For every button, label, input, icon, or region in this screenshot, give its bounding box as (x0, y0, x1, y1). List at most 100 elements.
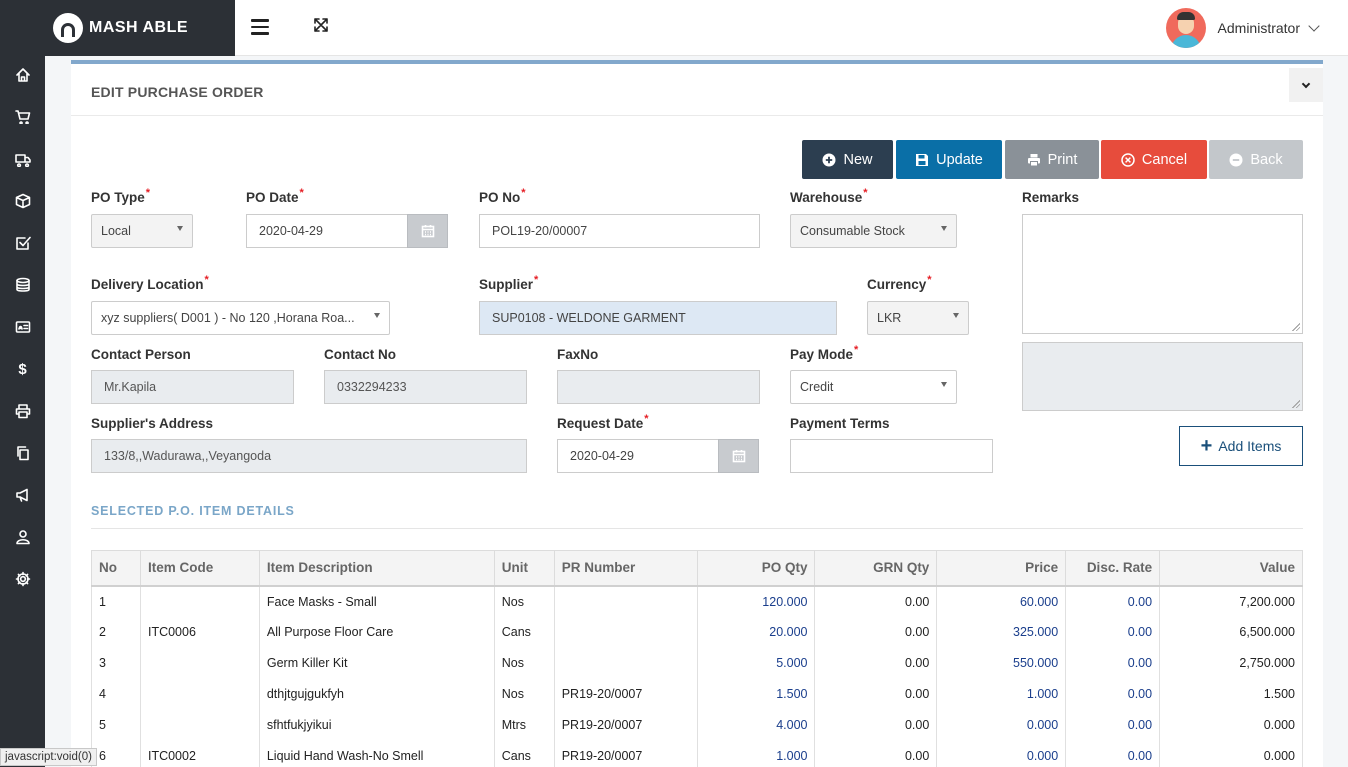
col-item-description[interactable]: Item Description (258, 550, 495, 587)
po-date-calendar-icon[interactable] (407, 214, 448, 248)
col-po-qty[interactable]: PO Qty (696, 550, 816, 587)
menu-toggle-icon[interactable] (251, 19, 269, 39)
cell-price[interactable]: 0.000 (936, 740, 1067, 767)
cell-po-qty[interactable]: 1.500 (696, 678, 816, 710)
sidebar-checkbox-icon[interactable] (0, 228, 45, 258)
supplier-address-input[interactable]: 133/8,,Wadurawa,,Veyangoda (91, 439, 527, 473)
cell-no: 6 (91, 740, 141, 767)
cell-value: 1.500 (1159, 678, 1303, 710)
supplier-input[interactable]: SUP0108 - WELDONE GARMENT (479, 301, 837, 335)
sidebar-copy-icon[interactable] (0, 438, 45, 468)
cell-unit: Cans (493, 616, 555, 648)
sidebar-truck-icon[interactable] (0, 144, 45, 174)
cell-price[interactable]: 60.000 (936, 585, 1067, 617)
print-button[interactable]: Print (1005, 140, 1099, 179)
cell-po-qty[interactable]: 20.000 (696, 616, 816, 648)
contact-person-input[interactable]: Mr.Kapila (91, 370, 294, 404)
fax-no-label: FaxNo (557, 347, 599, 362)
cell-disc-rate[interactable]: 0.00 (1065, 647, 1161, 679)
request-date-label: Request Date* (557, 413, 649, 431)
fullscreen-icon[interactable] (313, 17, 329, 33)
cancel-button[interactable]: Cancel (1101, 140, 1207, 179)
table-row[interactable]: 3 Germ Killer Kit Nos 5.000 0.00 550.000… (91, 647, 1303, 679)
cell-pr-number (553, 585, 698, 617)
edit-purchase-order-card: EDIT PURCHASE ORDER New Update Print Can… (71, 60, 1323, 767)
col-item-code[interactable]: Item Code (139, 550, 260, 587)
cell-disc-rate[interactable]: 0.00 (1065, 678, 1161, 710)
sidebar-megaphone-icon[interactable] (0, 480, 45, 510)
chevron-down-icon (1308, 20, 1320, 32)
fax-no-input[interactable] (557, 370, 760, 404)
remarks-textarea[interactable] (1022, 214, 1303, 334)
request-date-input[interactable]: 2020-04-29 (557, 439, 719, 473)
cell-pr-number (553, 647, 698, 679)
card-collapse-chevron-icon[interactable] (1289, 68, 1323, 102)
cell-po-qty[interactable]: 120.000 (696, 585, 816, 617)
page-title: EDIT PURCHASE ORDER (91, 84, 264, 100)
cell-disc-rate[interactable]: 0.00 (1065, 740, 1161, 767)
table-row[interactable]: 2 ITC0006 All Purpose Floor Care Cans 20… (91, 616, 1303, 648)
add-items-button[interactable]: + Add Items (1179, 426, 1303, 466)
cell-item-description: dthjtgujgukfyh (258, 678, 495, 710)
col-unit[interactable]: Unit (493, 550, 555, 587)
po-no-input[interactable]: POL19-20/00007 (479, 214, 760, 248)
col-value[interactable]: Value (1159, 550, 1303, 587)
brand[interactable]: MASH ABLE (0, 0, 235, 56)
delivery-location-label: Delivery Location* (91, 274, 209, 292)
cell-pr-number: PR19-20/0007 (553, 740, 698, 767)
cell-price[interactable]: 325.000 (936, 616, 1067, 648)
request-date-calendar-icon[interactable] (718, 439, 759, 473)
col-pr-number[interactable]: PR Number (553, 550, 698, 587)
sidebar-id-card-icon[interactable] (0, 312, 45, 342)
delivery-location-select[interactable]: xyz suppliers( D001 ) - No 120 ,Horana R… (91, 301, 390, 335)
cell-grn-qty: 0.00 (814, 585, 938, 617)
sidebar-cart-icon[interactable] (0, 101, 45, 131)
currency-select[interactable]: LKR (867, 301, 969, 335)
sidebar-database-icon[interactable] (0, 270, 45, 300)
cell-value: 0.000 (1159, 709, 1303, 741)
sidebar-gear-icon[interactable] (0, 564, 45, 594)
table-row[interactable]: 4 dthjtgujgukfyh Nos PR19-20/0007 1.500 … (91, 678, 1303, 710)
cell-value: 6,500.000 (1159, 616, 1303, 648)
close-circle-icon (1121, 152, 1135, 167)
cell-no: 5 (91, 709, 141, 741)
cell-grn-qty: 0.00 (814, 647, 938, 679)
col-price[interactable]: Price (936, 550, 1067, 587)
sidebar-printer-icon[interactable] (0, 396, 45, 426)
cell-price[interactable]: 550.000 (936, 647, 1067, 679)
section-title: SELECTED P.O. ITEM DETAILS (91, 504, 295, 518)
cell-po-qty[interactable]: 5.000 (696, 647, 816, 679)
cell-disc-rate[interactable]: 0.00 (1065, 585, 1161, 617)
col-grn-qty[interactable]: GRN Qty (814, 550, 938, 587)
pay-mode-select[interactable]: Credit (790, 370, 957, 404)
update-button[interactable]: Update (896, 140, 1002, 179)
minus-circle-icon (1229, 153, 1243, 167)
cell-price[interactable]: 1.000 (936, 678, 1067, 710)
po-type-select[interactable]: Local (91, 214, 193, 248)
remarks-secondary-textarea[interactable] (1022, 342, 1303, 411)
cell-item-code (139, 709, 260, 741)
sidebar-box-icon[interactable] (0, 186, 45, 216)
sidebar-home-icon[interactable] (0, 60, 45, 90)
back-button[interactable]: Back (1209, 140, 1303, 179)
cell-value: 0.000 (1159, 740, 1303, 767)
cell-item-description: Germ Killer Kit (258, 647, 495, 679)
table-row[interactable]: 5 sfhtfukjyikui Mtrs PR19-20/0007 4.000 … (91, 709, 1303, 741)
cell-disc-rate[interactable]: 0.00 (1065, 616, 1161, 648)
new-button[interactable]: New (802, 140, 893, 179)
col-disc-rate[interactable]: Disc. Rate (1065, 550, 1161, 587)
po-date-input[interactable]: 2020-04-29 (246, 214, 408, 248)
cell-disc-rate[interactable]: 0.00 (1065, 709, 1161, 741)
user-menu[interactable]: Administrator (1165, 8, 1320, 48)
sidebar-user-icon[interactable] (0, 522, 45, 552)
table-row[interactable]: 1 Face Masks - Small Nos 120.000 0.00 60… (91, 585, 1303, 617)
cell-po-qty[interactable]: 4.000 (696, 709, 816, 741)
cell-po-qty[interactable]: 1.000 (696, 740, 816, 767)
table-row[interactable]: 6 ITC0002 Liquid Hand Wash-No Smell Cans… (91, 740, 1303, 767)
contact-no-input[interactable]: 0332294233 (324, 370, 527, 404)
warehouse-select[interactable]: Consumable Stock (790, 214, 957, 248)
payment-terms-input[interactable] (790, 439, 993, 473)
col-no[interactable]: No (91, 550, 141, 587)
cell-price[interactable]: 0.000 (936, 709, 1067, 741)
sidebar-dollar-icon[interactable]: $ (18, 360, 27, 378)
